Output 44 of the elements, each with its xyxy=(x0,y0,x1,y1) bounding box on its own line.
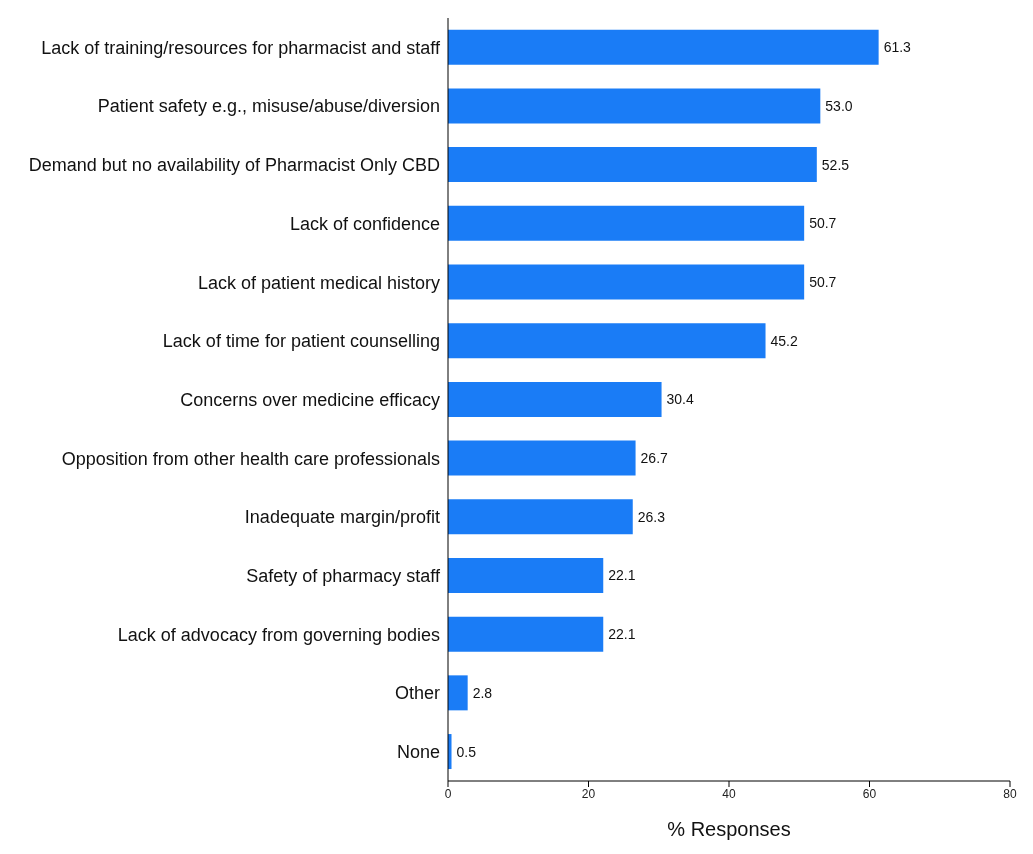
data-label: 50.7 xyxy=(809,273,837,290)
y-tick-label: Lack of patient medical history xyxy=(197,272,440,293)
x-tick-label: 20 xyxy=(581,786,596,801)
data-label: 61.3 xyxy=(883,39,912,56)
y-tick-label: Other xyxy=(394,683,440,704)
data-label: 30.4 xyxy=(666,391,695,408)
bar xyxy=(448,381,662,417)
data-label: 45.2 xyxy=(770,332,798,349)
data-label: 26.3 xyxy=(637,508,666,525)
data-label: 22.1 xyxy=(608,626,636,643)
y-tick-label: Safety of pharmacy staff xyxy=(246,565,441,586)
y-tick-label: Inadequate margin/profit xyxy=(244,507,440,528)
bar xyxy=(448,557,604,593)
bar xyxy=(448,264,805,300)
bar xyxy=(448,147,817,183)
x-tick-label: 0 xyxy=(444,786,452,801)
bar xyxy=(448,323,766,359)
y-tick-label: Demand but no availability of Pharmacist Only CBD xyxy=(28,155,440,176)
y-tick-label: Lack of training/resources for pharmacist and staff xyxy=(41,37,441,58)
bar xyxy=(448,88,821,124)
data-label: 2.8 xyxy=(472,684,493,701)
x-tick-label: 40 xyxy=(722,786,736,801)
bar xyxy=(448,499,633,535)
x-tick-label: 60 xyxy=(862,786,877,801)
data-label: 0.5 xyxy=(456,743,477,760)
data-label: 52.5 xyxy=(821,156,850,173)
y-tick-label: Lack of confidence xyxy=(289,213,440,234)
y-tick-label: None xyxy=(396,742,440,763)
bar xyxy=(448,205,805,241)
bar xyxy=(448,29,879,65)
y-tick-label: Patient safety e.g., misuse/abuse/diversion xyxy=(97,96,440,117)
data-label: 22.1 xyxy=(608,567,636,584)
bar xyxy=(448,675,468,711)
y-tick-label: Lack of time for patient counselling xyxy=(162,331,440,352)
y-tick-label: Lack of advocacy from governing bodies xyxy=(117,624,440,645)
data-label: 50.7 xyxy=(809,215,837,232)
x-tick-label: 80 xyxy=(1003,786,1017,801)
data-label: 26.7 xyxy=(640,450,669,467)
data-label: 53.0 xyxy=(825,97,853,114)
x-axis-title: % Responses xyxy=(667,818,791,840)
y-tick-label: Opposition from other health care professionals xyxy=(61,448,440,469)
bar xyxy=(448,440,636,476)
y-tick-label: Concerns over medicine efficacy xyxy=(180,389,440,410)
bar xyxy=(448,616,604,652)
